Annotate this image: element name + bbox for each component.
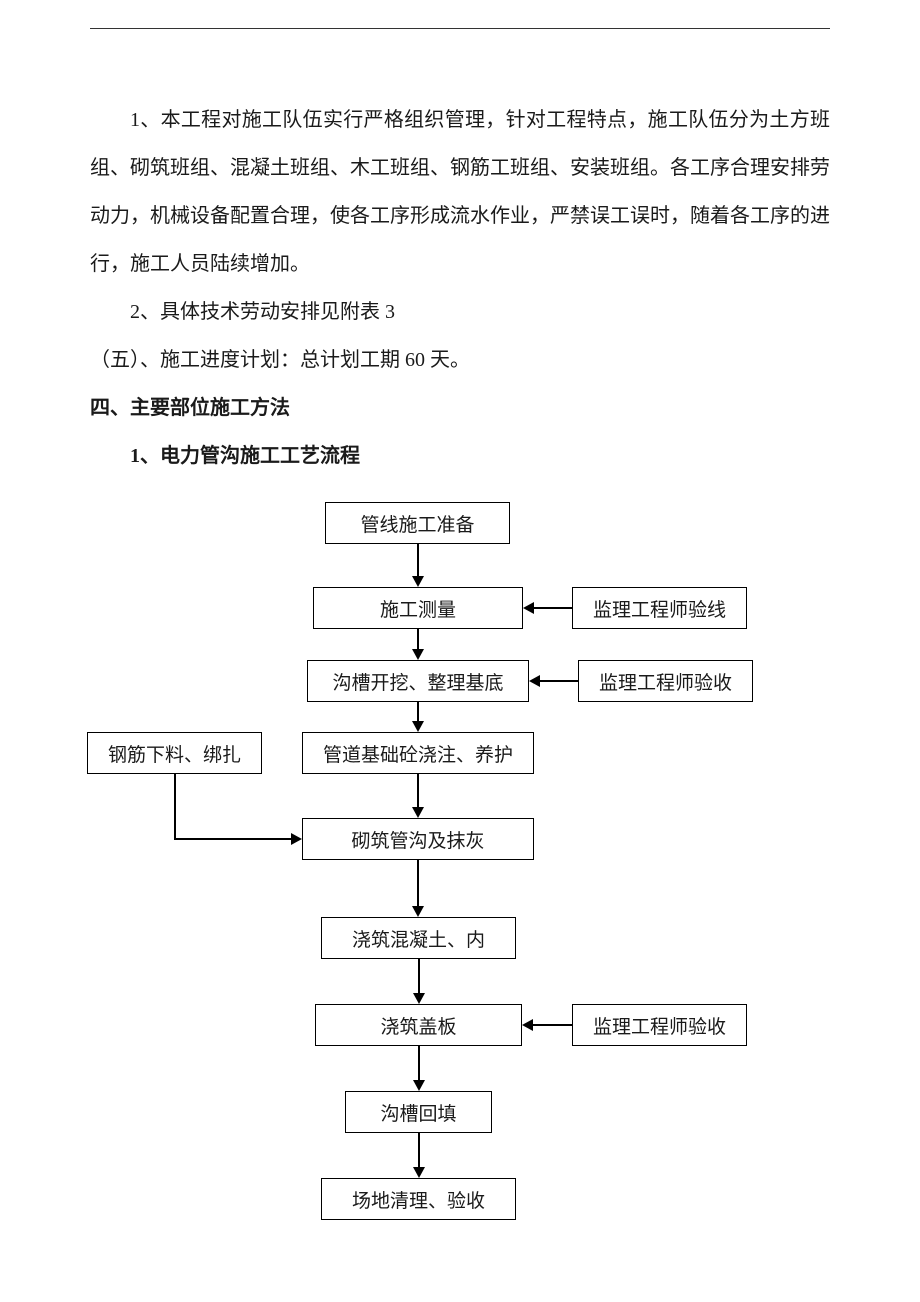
- arrow-head-down-icon: [413, 1167, 425, 1178]
- flow-node-n8: 沟槽回填: [345, 1091, 492, 1133]
- arrow-line: [533, 607, 572, 609]
- flow-node-s2: 监理工程师验线: [572, 587, 747, 629]
- arrow-head-left-icon: [522, 1019, 533, 1031]
- flow-node-n1: 管线施工准备: [325, 502, 510, 544]
- arrow-line: [539, 680, 578, 682]
- flow-node-n9: 场地清理、验收: [321, 1178, 516, 1220]
- flow-node-n4: 管道基础砼浇注、养护: [302, 732, 534, 774]
- flow-node-n6: 浇筑混凝土、内: [321, 917, 516, 959]
- arrow-head-down-icon: [412, 576, 424, 587]
- arrow-line: [417, 544, 419, 577]
- arrow-head-down-icon: [413, 993, 425, 1004]
- arrow-head-left-icon: [523, 602, 534, 614]
- arrow-line: [417, 774, 419, 808]
- paragraph-1: 1、本工程对施工队伍实行严格组织管理，针对工程特点，施工队伍分为土方班组、砌筑班…: [90, 96, 830, 288]
- flow-node-l4: 钢筋下料、绑扎: [87, 732, 262, 774]
- arrow-line: [174, 774, 176, 840]
- arrow-head-down-icon: [412, 906, 424, 917]
- document-content: 1、本工程对施工队伍实行严格组织管理，针对工程特点，施工队伍分为土方班组、砌筑班…: [90, 96, 830, 480]
- arrow-head-left-icon: [529, 675, 540, 687]
- flow-node-s7: 监理工程师验收: [572, 1004, 747, 1046]
- arrow-head-down-icon: [412, 649, 424, 660]
- arrow-line: [417, 702, 419, 722]
- arrow-head-down-icon: [412, 721, 424, 732]
- heading-section-4: 四、主要部位施工方法: [90, 384, 830, 432]
- arrow-line: [418, 959, 420, 994]
- arrow-line: [418, 1046, 420, 1081]
- arrow-head-right-icon: [291, 833, 302, 845]
- paragraph-3: （五）、施工进度计划：总计划工期 60 天。: [90, 336, 830, 384]
- arrow-line: [175, 838, 293, 840]
- flow-node-n5: 砌筑管沟及抹灰: [302, 818, 534, 860]
- header-rule: [90, 28, 830, 29]
- flow-node-n2: 施工测量: [313, 587, 523, 629]
- arrow-line: [417, 860, 419, 907]
- flow-node-s3: 监理工程师验收: [578, 660, 753, 702]
- flow-node-n3: 沟槽开挖、整理基底: [307, 660, 529, 702]
- arrow-head-down-icon: [413, 1080, 425, 1091]
- paragraph-2: 2、具体技术劳动安排见附表 3: [90, 288, 830, 336]
- process-flowchart: 管线施工准备施工测量监理工程师验线沟槽开挖、整理基底监理工程师验收钢筋下料、绑扎…: [0, 470, 920, 1302]
- arrow-line: [417, 629, 419, 650]
- flow-node-n7: 浇筑盖板: [315, 1004, 522, 1046]
- arrow-head-down-icon: [412, 807, 424, 818]
- arrow-line: [418, 1133, 420, 1168]
- arrow-line: [532, 1024, 572, 1026]
